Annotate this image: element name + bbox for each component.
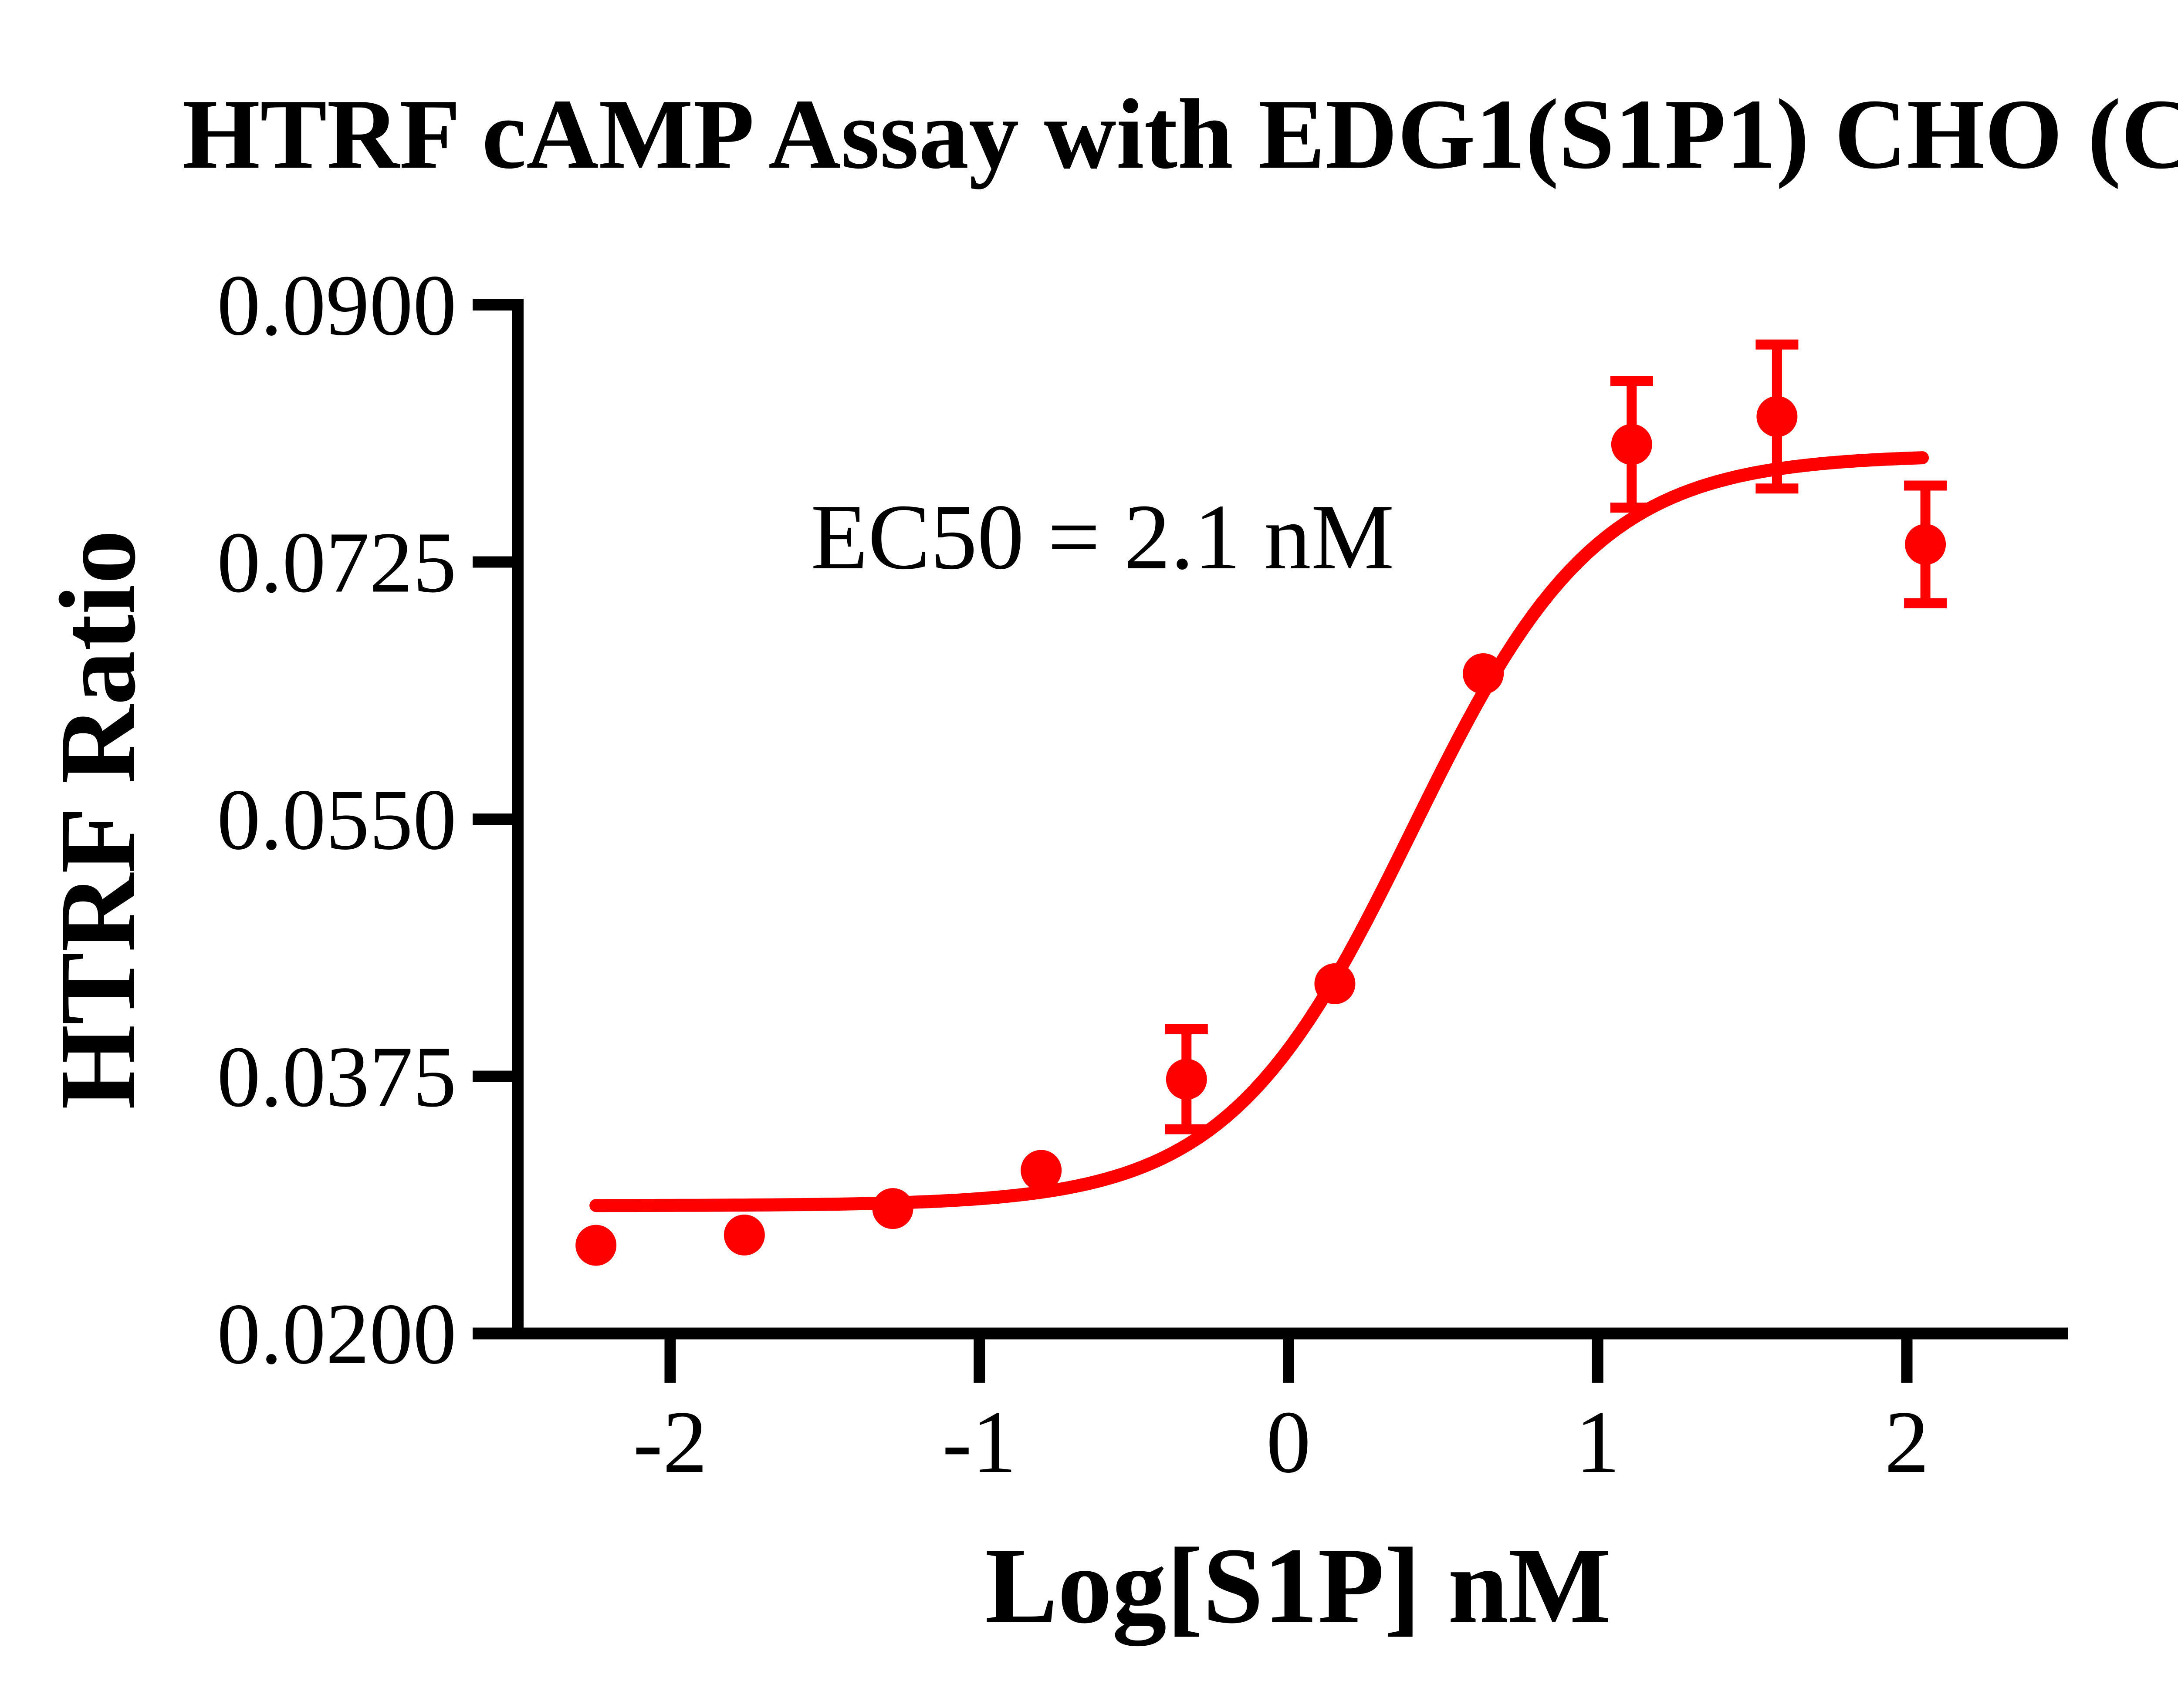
fit-curve-group	[589, 451, 1929, 1212]
data-point	[1905, 524, 1946, 565]
data-point	[575, 1225, 617, 1266]
data-point	[1463, 653, 1504, 694]
y-tick-label: 0.0550	[217, 772, 457, 868]
data-point	[1756, 396, 1798, 437]
y-tick-label: 0.0375	[217, 1029, 457, 1125]
data-point	[1166, 1059, 1207, 1100]
data-points-group	[575, 396, 1946, 1266]
data-point	[724, 1214, 765, 1256]
x-tick-label: -1	[942, 1393, 1017, 1492]
data-point	[1611, 424, 1652, 465]
y-axis-title: HTRF Ratio	[37, 530, 158, 1110]
fit-curve	[589, 451, 1929, 1212]
x-tick-label: 1	[1576, 1393, 1620, 1492]
x-tick-labels: -2 -1 0 1 2	[633, 1393, 1929, 1492]
data-point	[1314, 963, 1356, 1004]
data-point	[1021, 1150, 1062, 1191]
y-tick-label: 0.0200	[217, 1286, 457, 1382]
x-axis-ticks	[664, 1328, 1913, 1383]
y-axis-ticks	[473, 299, 524, 1339]
x-axis-title: Log[S1P] nM	[985, 1526, 1611, 1646]
y-tick-label: 0.0900	[217, 257, 457, 354]
data-point	[872, 1188, 913, 1229]
x-tick-label: 0	[1266, 1393, 1311, 1492]
y-tick-labels: 0.0900 0.0725 0.0550 0.0375 0.0200	[217, 257, 457, 1382]
x-tick-label: 2	[1884, 1393, 1929, 1492]
y-tick-label: 0.0725	[217, 515, 457, 611]
ec50-annotation: EC50 = 2.1 nM	[811, 485, 1394, 589]
x-tick-label: -2	[633, 1393, 707, 1492]
chart-title: HTRF cAMP Assay with EDG1(S1P1) CHO (C25…	[182, 78, 2178, 189]
axes	[473, 299, 2068, 1340]
